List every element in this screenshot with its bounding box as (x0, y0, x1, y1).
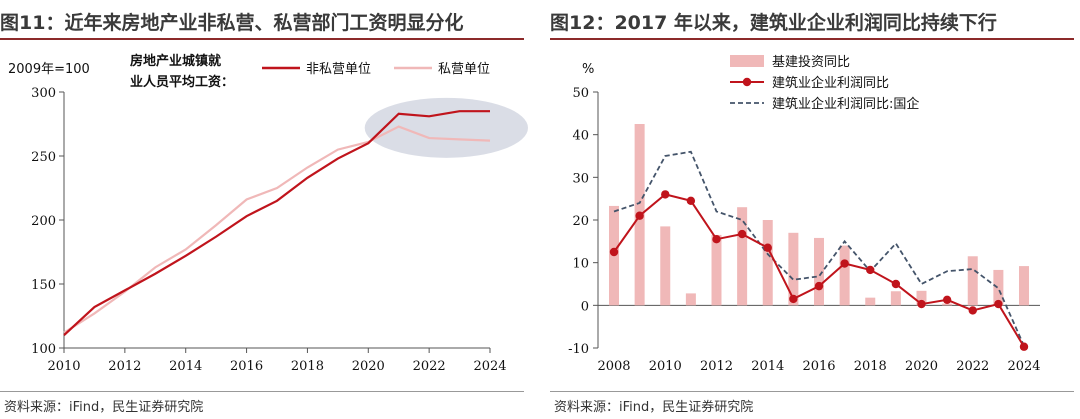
x-tick-label: 2024 (473, 359, 506, 374)
right-source-rule (550, 391, 1074, 392)
y-tick-label: 200 (31, 214, 56, 229)
y-tick-label: -10 (568, 342, 589, 357)
series-line-private (63, 125, 491, 334)
profit-point-2011 (686, 196, 696, 205)
legend-label-bar: 基建投资同比 (772, 54, 850, 70)
caption-line-1: 房地产业城镇就 (130, 53, 221, 69)
y-tick-label: 40 (572, 129, 589, 144)
x-tick-label: 2012 (700, 359, 733, 374)
y-tick-label: 0 (581, 299, 589, 314)
bar-infrastructure-2014 (762, 220, 773, 306)
bar-infrastructure-2020 (916, 290, 927, 306)
legend-swatch-profit-marker (742, 77, 752, 87)
bar-infrastructure-2023 (993, 269, 1004, 306)
profit-point-2021 (942, 295, 952, 304)
bar-infrastructure-2015 (788, 232, 799, 306)
x-tick-label: 2024 (1007, 359, 1040, 374)
legend-swatch-bar (730, 55, 764, 67)
bar-infrastructure-2017 (839, 245, 850, 306)
profit-point-2009 (635, 211, 644, 220)
left-legend: 非私营单位 私营单位 (262, 62, 490, 77)
bar-infrastructure-2011 (685, 293, 696, 306)
right-source: 资料来源：iFind，民生证券研究院 (554, 400, 754, 415)
profit-point-2013 (737, 229, 747, 239)
bar-infrastructure-2018 (865, 297, 876, 306)
x-tick-label: 2020 (905, 359, 938, 374)
y-tick-label: 20 (572, 214, 589, 229)
right-chart-panel: 图12：2017 年以来，建筑业企业利润同比持续下行 -10 0 10 20 30 40 5… (550, 0, 1080, 419)
right-title-rule (550, 38, 1074, 40)
profit-point-2017 (840, 259, 849, 268)
profit-point-2023 (994, 299, 1003, 309)
y-tick-label: 100 (31, 342, 56, 357)
left-chart-panel: 图11：近年来房地产业非私营、私营部门工资明显分化 100 150 200 250 30… (0, 0, 530, 419)
left-source: 资料来源：iFind，民生证券研究院 (4, 400, 204, 415)
series-line-nonprivate (63, 110, 490, 337)
y-tick-label: 10 (572, 257, 589, 272)
x-tick-label: 2016 (230, 359, 263, 374)
profit-point-2019 (891, 279, 901, 289)
right-chart-title: 图12：2017 年以来，建筑业企业利润同比持续下行 (550, 12, 997, 34)
x-tick-label: 2010 (47, 359, 80, 374)
bar-infrastructure-2019 (890, 291, 901, 306)
left-line-chart: 100 150 200 250 300 2010 2012 2014 2016 2018 2020 2… (8, 53, 528, 374)
x-tick-label: 2016 (802, 359, 835, 374)
y-tick-label: 50 (572, 86, 589, 101)
bar-infrastructure-2010 (660, 226, 671, 306)
legend-label-private: 私营单位 (438, 62, 490, 77)
profit-point-2022 (968, 306, 977, 315)
y-tick-label: 150 (31, 278, 56, 293)
x-tick-label: 2020 (352, 359, 385, 374)
x-tick-label: 2014 (751, 359, 784, 374)
x-tick-label: 2022 (956, 359, 989, 374)
y-tick-label: 30 (572, 171, 589, 186)
left-source-rule (0, 391, 524, 392)
x-tick-label: 2022 (413, 359, 446, 374)
legend-label-nonprivate: 非私营单位 (306, 62, 371, 77)
legend-label-soe: 建筑业企业利润同比:国企 (772, 96, 919, 112)
bar-infrastructure-2024 (1019, 266, 1029, 306)
profit-point-2020 (917, 299, 926, 309)
profit-point-2018 (866, 265, 875, 275)
bar-infrastructure-2022 (967, 256, 978, 306)
left-chart-title: 图11：近年来房地产业非私营、私营部门工资明显分化 (0, 12, 464, 34)
series-line-soe-profit (613, 150, 1025, 347)
y-tick-label: 300 (31, 86, 56, 101)
x-tick-label: 2014 (169, 359, 202, 374)
profit-point-2010 (661, 190, 670, 199)
base-year-note: 2009年=100 (8, 62, 90, 77)
y-tick-label: 250 (31, 150, 56, 165)
x-tick-label: 2008 (597, 359, 630, 374)
bar-infrastructure-2016 (814, 237, 824, 306)
right-combo-chart: -10 0 10 20 30 40 50 2008 2010 2012 2014 2016 2018 20… (568, 54, 1040, 374)
unit-label: % (582, 62, 594, 77)
profit-point-2008 (609, 247, 619, 257)
highlight-ellipse (364, 97, 528, 158)
left-title-rule (0, 38, 524, 40)
profit-point-2015 (789, 294, 798, 304)
bar-infrastructure-2021 (942, 303, 953, 306)
x-tick-label: 2012 (108, 359, 141, 374)
x-tick-label: 2010 (649, 359, 682, 374)
bar-infrastructure-2013 (737, 207, 748, 306)
caption-line-2: 业人员平均工资： (130, 74, 234, 90)
legend-label-profit: 建筑业企业利润同比 (772, 75, 889, 91)
profit-point-2016 (814, 281, 824, 291)
x-tick-label: 2018 (854, 359, 887, 374)
profit-point-2024 (1019, 342, 1029, 351)
profit-point-2012 (712, 235, 721, 244)
x-tick-label: 2018 (291, 359, 324, 374)
profit-point-2014 (763, 243, 772, 252)
bar-infrastructure-2012 (711, 234, 722, 306)
